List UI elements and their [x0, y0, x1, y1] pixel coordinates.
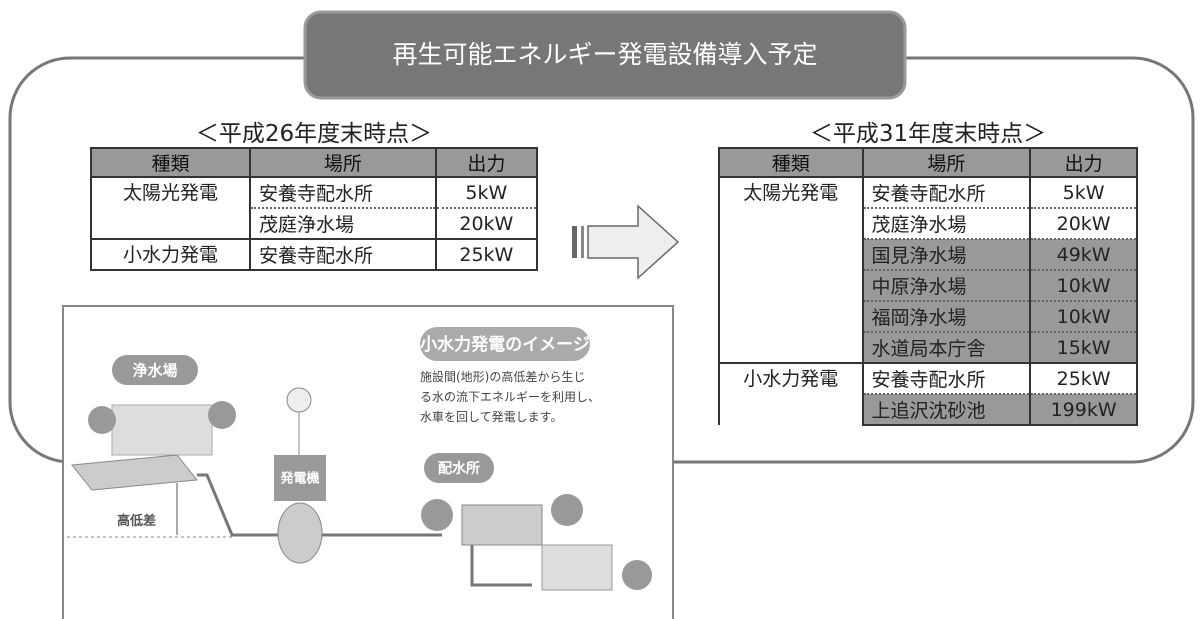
output: 20kW	[1029, 207, 1138, 239]
place: 安養寺配水所	[249, 177, 437, 208]
type: 小水力発電	[90, 238, 251, 271]
label: 浄水場	[132, 362, 177, 380]
type: 太陽光発電	[90, 177, 251, 239]
table: 種類 場所 出力 太陽光発電 安養寺配水所 5kW 茂庭浄水場 20kW 小水力発電 安養寺…	[90, 147, 539, 271]
description: る水の流下エネルギーを利用し、	[420, 390, 600, 404]
label: 発電機	[279, 471, 319, 487]
place: 水道局本庁舎	[861, 331, 1032, 363]
arrow	[572, 204, 680, 280]
output: 49kW	[1029, 238, 1138, 270]
place: 安養寺配水所	[861, 362, 1032, 394]
output: 5kW	[434, 177, 539, 208]
col: 場所	[861, 147, 1032, 178]
place: 中原浄水場	[861, 269, 1032, 301]
output: 199kW	[1029, 393, 1138, 426]
type: 小水力発電	[718, 362, 864, 425]
col: 場所	[249, 147, 437, 178]
col: 出力	[1029, 147, 1138, 178]
place: 福岡浄水場	[861, 300, 1032, 332]
description: 水車を回して発電します。	[420, 410, 562, 424]
col: 種類	[718, 147, 864, 178]
output: 15kW	[1029, 331, 1138, 363]
place: 茂庭浄水場	[861, 207, 1032, 239]
heading: ＜平成26年度末時点＞	[195, 121, 433, 147]
title-box	[303, 10, 907, 100]
title: 再生可能エネルギー発電設備導入予定	[392, 40, 817, 69]
illustration-title: 小水力発電のイメージ	[420, 334, 590, 355]
description: 施設間(地形)の高低差から生じ	[420, 369, 585, 384]
col: 種類	[90, 147, 251, 178]
output: 25kW	[1029, 362, 1138, 394]
label: 高低差	[117, 513, 156, 529]
output: 10kW	[1029, 269, 1138, 301]
output: 20kW	[434, 207, 539, 239]
label: 配水所	[438, 460, 480, 477]
type: 太陽光発電	[718, 177, 864, 363]
place: 茂庭浄水場	[249, 207, 437, 239]
output: 10kW	[1029, 300, 1138, 332]
col: 出力	[434, 147, 539, 178]
place: 安養寺配水所	[861, 177, 1032, 208]
output: 25kW	[434, 238, 539, 271]
place: 安養寺配水所	[249, 238, 437, 271]
heading: ＜平成31年度末時点＞	[809, 121, 1047, 147]
output: 5kW	[1029, 177, 1138, 208]
place: 国見浄水場	[861, 238, 1032, 270]
place: 上追沢沈砂池	[861, 393, 1032, 426]
table: 種類 場所 出力 太陽光発電 安養寺配水所 5kW 茂庭浄水場 20kW 国見浄水場 49k…	[718, 147, 1138, 426]
illustration: 小水力発電のイメージ 施設間(地形)の高低差から生じ る水の流下エネルギーを利用…	[62, 305, 674, 619]
